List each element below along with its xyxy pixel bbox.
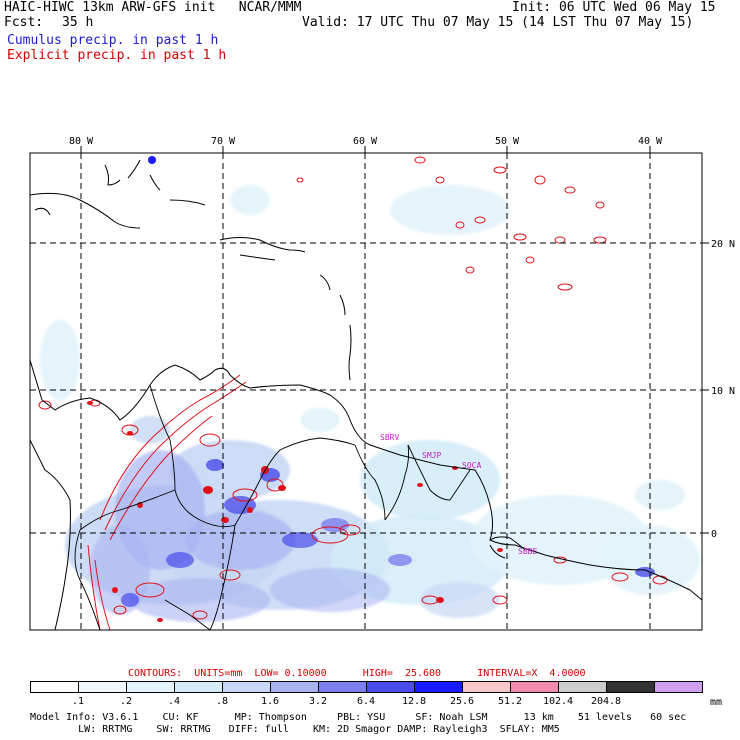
cumulus-precip-legend: Cumulus precip. in past 1 h [7, 33, 219, 48]
forecast-hour: 35 h [62, 15, 94, 30]
colorbar-cell [462, 681, 511, 693]
plot-title: HAIC-HIWC 13km ARW-GFS init NCAR/MMM [4, 0, 302, 15]
model-info-line-1: Model Info: V3.6.1 CU: KF MP: Thompson P… [30, 712, 687, 723]
colorbar-tick-label: 6.4 [356, 696, 376, 707]
colorbar-tick-label: 51.2 [497, 696, 523, 707]
colorbar-cell [174, 681, 223, 693]
init-time: Init: 06 UTC Wed 06 May 15 [512, 0, 716, 15]
map-frame [29, 152, 703, 631]
forecast-label: Fcst: [4, 15, 44, 30]
lon-label-70w: 70 W [211, 136, 236, 147]
country-borders [74, 384, 471, 630]
station-label-sbrv: SBRV [380, 433, 399, 442]
lon-label-60w: 60 W [353, 136, 378, 147]
explicit-precip-contours [38, 156, 668, 630]
colorbar-unit: mm [710, 697, 723, 708]
lat-label-equator: 0 [711, 529, 717, 540]
colorbar-tick-label: 102.4 [542, 696, 574, 707]
station-label-sbbe: SBBE [518, 547, 537, 556]
station-label-soca: SOCA [462, 461, 481, 470]
lat-label-20n: 20 N [711, 239, 735, 250]
colorbar-cell [126, 681, 175, 693]
colorbar-cell [414, 681, 463, 693]
model-info-line-2: LW: RRTMG SW: RRTMG DIFF: full KM: 2D Sm… [30, 724, 560, 735]
colorbar-cell [30, 681, 79, 693]
colorbar-tick-label: .1 [71, 696, 85, 707]
heavy-cumulus-cells [121, 156, 655, 607]
colorbar-cell [222, 681, 271, 693]
colorbar-cell [510, 681, 559, 693]
lon-label-50w: 50 W [495, 136, 520, 147]
colorbar-cell [654, 681, 703, 693]
coastlines [30, 159, 702, 630]
colorbar-tick-label: 3.2 [308, 696, 328, 707]
explicit-precip-cores [87, 401, 503, 622]
explicit-precip-legend: Explicit precip. in past 1 h [7, 48, 227, 63]
colorbar-cell [606, 681, 655, 693]
colorbar-cell [318, 681, 367, 693]
colorbar-cell [270, 681, 319, 693]
lat-lon-grid [30, 153, 702, 630]
lon-label-80w: 80 W [69, 136, 94, 147]
colorbar-tick-label: .8 [215, 696, 229, 707]
valid-time: Valid: 17 UTC Thu 07 May 15 (14 LST Thu … [302, 15, 694, 30]
lon-label-40w: 40 W [638, 136, 663, 147]
colorbar-cell [558, 681, 607, 693]
lat-label-10n: 10 N [711, 386, 735, 397]
contour-info: CONTOURS: UNITS=mm LOW= 0.10000 HIGH= 25… [128, 668, 586, 679]
axis-ticks [80, 146, 709, 534]
colorbar-tick-label: 12.8 [401, 696, 427, 707]
colorbar-tick-label: .2 [119, 696, 133, 707]
colorbar-tick-label: .4 [167, 696, 181, 707]
colorbar-cell [366, 681, 415, 693]
cumulus-precip-field [40, 185, 700, 622]
colorbar-cell [78, 681, 127, 693]
colorbar-tick-label: 204.8 [590, 696, 622, 707]
colorbar-tick-label: 1.6 [260, 696, 280, 707]
colorbar-tick-label: 25.6 [449, 696, 475, 707]
station-label-smjp: SMJP [422, 451, 441, 460]
